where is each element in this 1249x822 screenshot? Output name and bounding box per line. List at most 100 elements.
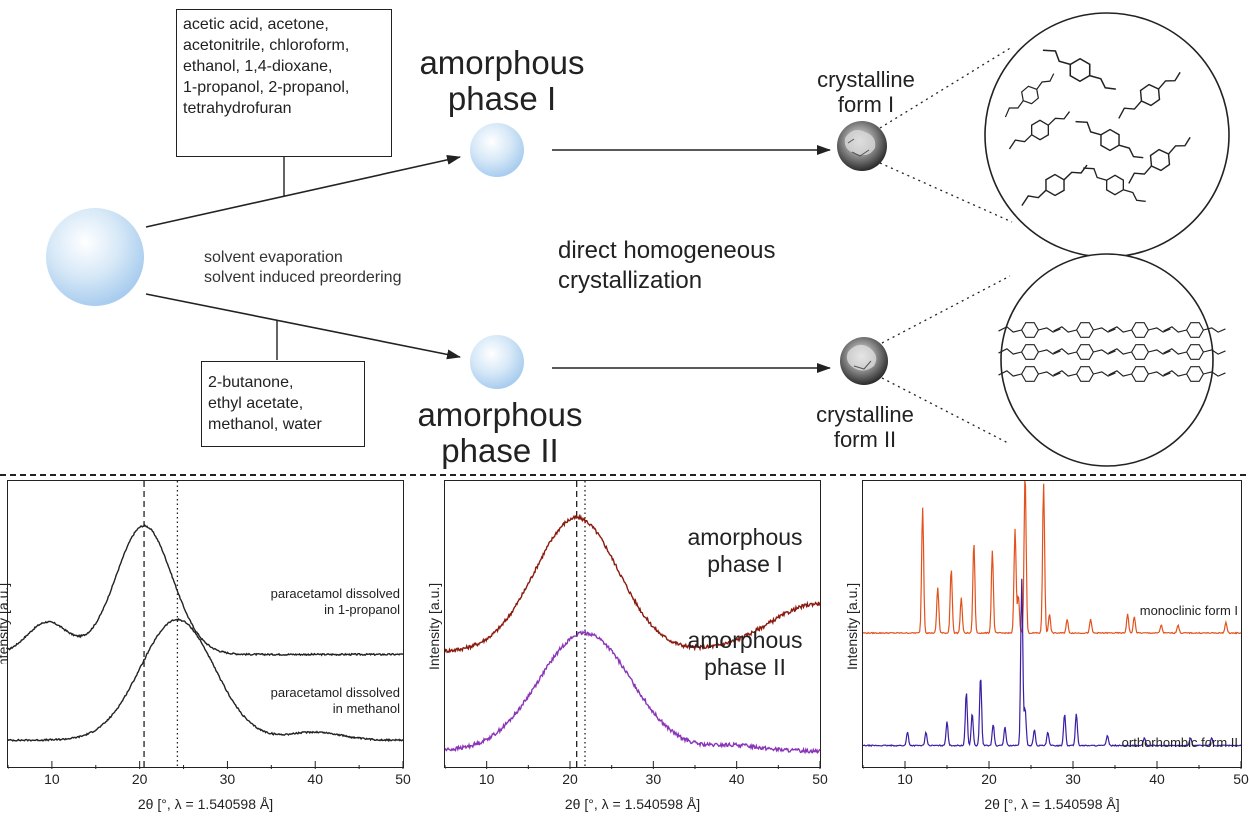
molecule-view-form-2: [1000, 253, 1214, 467]
series-annotation: amorphous phase II: [670, 627, 820, 681]
x-tick-label: 10: [897, 771, 913, 787]
y-axis-label: Intensity [a.u.]: [0, 582, 11, 670]
x-tick-label: 20: [981, 771, 997, 787]
molecules-form-1: [1004, 49, 1191, 207]
process-line-1: solvent evaporation: [204, 249, 343, 266]
molecule: [1108, 344, 1171, 360]
solvent-box-2: 2-butanone, ethyl acetate, methanol, wat…: [201, 361, 365, 447]
molecule: [1053, 322, 1116, 338]
chart-svg-3: [863, 481, 1242, 769]
series-line: [8, 617, 404, 743]
x-tick-label: 40: [1149, 771, 1165, 787]
annotation-line: amorphous: [687, 524, 803, 550]
amorphous-1-line-2: phase I: [447, 80, 557, 117]
zoom-lines: [879, 46, 1013, 445]
chart-panel-3: [862, 480, 1242, 769]
molecule: [1042, 49, 1116, 90]
annotation-line: paracetamol dissolved: [270, 685, 400, 700]
molecule-view-form-1: [984, 12, 1230, 258]
series-line: [863, 578, 1242, 748]
solvent-box-1: acetic acid, acetone, acetonitrile, chlo…: [176, 9, 392, 157]
chart-svg-2: [445, 481, 821, 769]
molecule: [1163, 366, 1226, 382]
solvent-box-2-line: 2-butanone,: [208, 374, 294, 391]
crystal-1-image: [837, 121, 887, 171]
crystal-1-line-1: crystalline: [817, 67, 915, 92]
annotation-line: amorphous: [687, 627, 803, 653]
annotation-line: paracetamol dissolved: [270, 586, 400, 601]
molecule: [998, 344, 1061, 360]
annotation-line: phase II: [704, 654, 786, 680]
series-annotation: paracetamol dissolved in 1-propanol: [240, 586, 400, 618]
solvent-box-1-line: 1-propanol, 2-propanol,: [183, 79, 350, 96]
x-axis-label: 2θ [°, λ = 1.540598 Å]: [564, 796, 701, 812]
direct-line-2: crystallization: [558, 267, 703, 294]
crystal-2-image: [840, 337, 888, 385]
x-tick-label: 40: [307, 771, 324, 787]
molecule: [1053, 366, 1116, 382]
molecule: [1128, 136, 1191, 184]
solvent-box-1-line: ethanol, 1,4-dioxane,: [183, 58, 333, 75]
amorphous-1-sphere: [470, 123, 524, 177]
amorphous-2-line-2: phase II: [441, 432, 559, 469]
molecule: [1021, 164, 1088, 207]
solvent-box-2-line: methanol, water: [208, 416, 322, 433]
annotation-line: orthorhombic form II: [1121, 735, 1238, 750]
arrow-to-amorphous-2: [145, 293, 461, 360]
y-axis-label: Intensity [a.u.]: [844, 582, 860, 670]
x-axis-label: 2θ [°, λ = 1.540598 Å]: [137, 796, 274, 812]
process-label: solvent evaporation solvent induced preo…: [204, 248, 401, 288]
molecule: [1108, 322, 1171, 338]
molecule: [1118, 71, 1181, 119]
x-tick-label: 50: [1233, 771, 1249, 787]
crystalline-form-1-label: crystalline form I: [796, 67, 936, 117]
solvent-box-2-line: ethyl acetate,: [208, 395, 304, 412]
series-line: [863, 481, 1242, 635]
molecule: [1163, 322, 1226, 338]
molecule: [998, 366, 1061, 382]
x-tick-label: 50: [812, 771, 828, 787]
molecule: [1053, 344, 1116, 360]
x-tick-label: 20: [562, 771, 578, 787]
annotation-line: in methanol: [332, 701, 400, 716]
molecule: [1075, 120, 1144, 159]
arrow-to-amorphous-1: [145, 154, 461, 228]
chart-svg-1: [8, 481, 404, 769]
chart-panel-1: [7, 480, 404, 769]
molecule: [1163, 344, 1226, 360]
x-tick-label: 30: [219, 771, 236, 787]
series-annotation: orthorhombic form II: [1090, 735, 1238, 751]
solvent-box-1-line: acetonitrile, chloroform,: [183, 37, 350, 54]
molecule: [1083, 167, 1146, 203]
x-tick-label: 10: [44, 771, 60, 787]
x-tick-label: 30: [1065, 771, 1081, 787]
y-axis-label: Intensity [a.u.]: [426, 582, 442, 670]
x-tick-label: 20: [131, 771, 148, 787]
crystal-1-line-2: form I: [837, 92, 895, 117]
initial-sphere: [46, 208, 144, 306]
amorphous-phase-1-label: amorphous phase I: [402, 45, 602, 117]
molecule: [998, 322, 1061, 338]
annotation-line: in 1-propanol: [324, 602, 400, 617]
molecule: [1008, 111, 1071, 150]
series-annotation: paracetamol dissolved in methanol: [240, 685, 400, 717]
crystalline-form-2-label: crystalline form II: [790, 402, 940, 452]
molecules-form-2: [998, 322, 1226, 382]
direct-line-1: direct homogeneous: [558, 237, 776, 264]
solvent-box-1-line: acetic acid, acetone,: [183, 16, 329, 33]
direct-crystallization-label: direct homogeneous crystallization: [558, 236, 775, 296]
amorphous-1-line-1: amorphous: [419, 44, 585, 81]
x-tick-label: 50: [395, 771, 411, 787]
amorphous-2-sphere: [470, 335, 524, 389]
series-line: [445, 513, 821, 654]
annotation-line: phase I: [707, 551, 783, 577]
series-line: [8, 524, 404, 657]
chart-panel-2: [444, 480, 821, 769]
amorphous-phase-2-label: amorphous phase II: [395, 397, 605, 469]
molecule: [1004, 73, 1055, 118]
series-annotation: amorphous phase I: [670, 524, 820, 578]
process-line-2: solvent induced preordering: [204, 269, 402, 286]
molecule: [1108, 366, 1171, 382]
crystal-2-line-2: form II: [833, 427, 897, 452]
